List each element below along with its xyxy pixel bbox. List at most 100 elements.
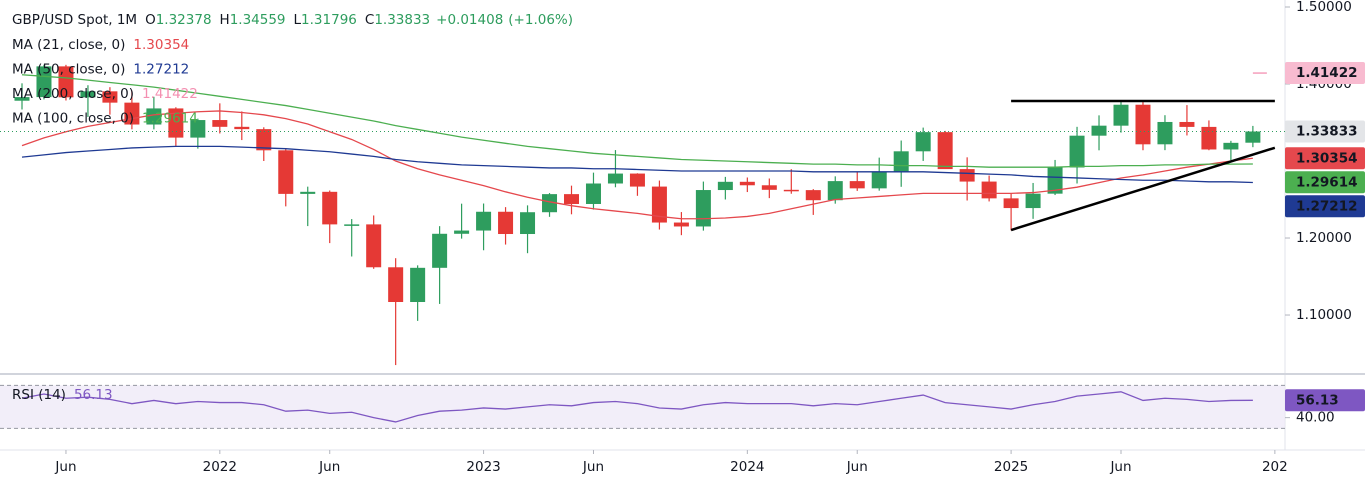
candle-body [717,181,733,191]
ohlc-label: C [365,12,374,28]
candle-body [542,194,558,213]
x-tick-label: Jun [582,459,604,475]
rsi-value: 56.13 [74,387,113,403]
candle-body [629,173,645,187]
ohlc-label: H [220,12,230,28]
y-tick-label: 1.10000 [1296,307,1352,323]
candle-body [520,212,536,235]
candle-body [80,91,96,98]
x-tick-label: 2025 [994,459,1028,475]
candle-body [827,181,843,201]
candle-body [498,211,514,235]
candle-body [1069,135,1085,168]
y-tick-label: 1.20000 [1296,230,1352,246]
candle-body [871,172,887,189]
candle-body [146,108,162,125]
candle-body [410,267,426,303]
candle-body [432,233,448,268]
candle-body [564,194,579,204]
ohlc-value: 1.31796 [301,12,357,28]
x-tick-label: 2023 [466,459,500,475]
symbol: GBP/USD Spot, 1M [12,12,137,28]
price-badge-bg [1285,120,1365,143]
candle-body [1135,104,1151,145]
legend-entry: MA (100, close, 0) 1.29614 [12,111,198,127]
rsi-badge: 56.13 [1296,392,1339,408]
candle-body [1201,126,1217,150]
price-badge: 1.27212 [1296,198,1358,214]
candle-body [256,129,272,151]
candle-body [476,211,492,231]
candle-body [36,66,52,98]
price-badge: 1.41422 [1296,65,1358,81]
header: GBP/USD Spot, 1M O1.32378 H1.34559 L1.31796… [12,12,573,28]
candle-body [1091,125,1107,136]
candle-body [212,120,228,127]
candle-body [1157,121,1173,145]
price-badge-bg [1285,62,1365,85]
candle-body [366,224,382,268]
candle-body [300,191,316,194]
overlay: GBP/USD Spot, 1M O1.32378 H1.34559 L1.31796… [12,12,1365,412]
candle-body [1179,121,1195,127]
legend-name: MA (21, close, 0) [12,37,125,53]
candle-body [1025,193,1041,209]
candle-body [849,181,865,189]
candle-body [937,132,953,170]
x-tick-label: Jun [318,459,340,475]
candle-body [1245,131,1261,143]
candle-body [783,189,799,192]
legend-value: 1.41422 [142,86,198,102]
ma-line [21,145,1253,184]
legend-name: MA (100, close, 0) [12,111,134,127]
x-tick-label: Jun [54,459,76,475]
price-badge: 1.33833 [1296,123,1358,139]
ohlc-label: O [145,12,156,28]
candle-body [959,169,975,182]
candle-body [651,186,667,223]
ohlc-value: 1.33833 [374,12,430,28]
candle-body [190,120,206,138]
price-badge: 1.30354 [1296,150,1358,166]
candle-body [673,222,689,227]
candle-body [102,91,118,103]
ohlc-value: 1.32378 [156,12,212,28]
ohlc-value: 1.34559 [230,12,286,28]
legend-entry: MA (21, close, 0) 1.30354 [12,37,189,53]
ma-line [21,110,1253,220]
x-tick-label: 2024 [730,459,764,475]
rsi-line [21,391,1253,423]
candle-body [695,190,711,227]
candle-body [1113,104,1129,126]
candle-body [981,181,997,199]
candle-body [585,183,601,204]
x-tick-label: 2022 [203,459,237,475]
rsi-legend: RSI (14) 56.13 [12,387,113,403]
candle-body [344,224,360,226]
candle-body [1223,142,1239,150]
y-tick-label: 1.50000 [1296,0,1352,15]
candle-body [168,108,184,138]
legend-name: MA (50, close, 0) [12,62,125,78]
x-tick-label: Jun [1109,459,1131,475]
candle-body [454,230,470,234]
candle-body [805,190,821,201]
rsi-name: RSI (14) [12,387,66,403]
candle-body [1003,198,1019,209]
candle-body [322,191,338,225]
candle-body [58,66,74,98]
ohlc-label: L [294,12,302,28]
change: +0.01408 [436,12,503,28]
legend-value: 1.29614 [142,111,198,127]
candle-body [915,132,931,152]
x-tick-label: Jun [846,459,868,475]
candle-body [14,97,30,101]
candle-body [1047,167,1063,194]
rsi-band [0,385,1285,429]
candle-body [607,173,623,184]
price-badge-bg [1285,171,1365,194]
change-pct: (+1.06%) [508,12,573,28]
price-badge: 1.29614 [1296,174,1358,190]
x-tick-label: 202 [1262,459,1288,475]
